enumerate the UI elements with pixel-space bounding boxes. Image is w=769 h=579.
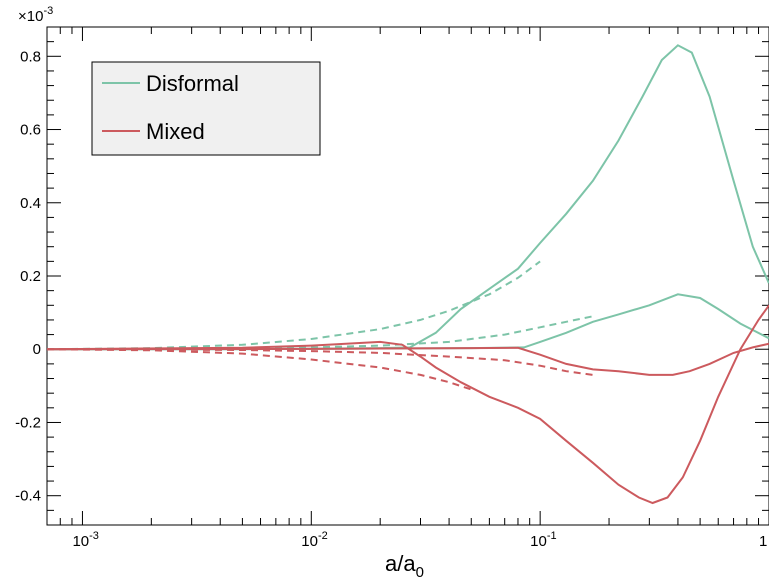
legend: Disformal Mixed bbox=[91, 61, 321, 156]
series-line-1-dashed bbox=[47, 260, 541, 351]
y-tick-label: 0.2 bbox=[20, 268, 41, 285]
x-axis-title: a/a0 bbox=[385, 551, 424, 579]
series-line-4 bbox=[47, 304, 769, 505]
legend-box bbox=[91, 61, 321, 156]
x-tick-label: 10-1 bbox=[530, 530, 556, 550]
y-tick-label: 0 bbox=[33, 341, 41, 358]
x-tick-label: 1 bbox=[759, 533, 767, 550]
x-tick-label: 10-2 bbox=[301, 530, 327, 550]
series-line-7-dashed bbox=[47, 348, 594, 376]
y-tick-label: 0.6 bbox=[20, 122, 41, 139]
legend-label-mixed: Mixed bbox=[146, 119, 205, 144]
y-tick-label: 0.4 bbox=[20, 195, 41, 212]
series-line-6 bbox=[47, 342, 769, 376]
axis-tick-labels: -0.4 -0.2 0 0.2 0.4 0.6 0.8 10-3 10-2 10-1 1 bbox=[15, 48, 767, 550]
y-tick-label: -0.4 bbox=[15, 488, 41, 505]
series-line-0 bbox=[47, 44, 769, 351]
y-tick-label: -0.2 bbox=[15, 414, 41, 431]
y-tick-label: 0.8 bbox=[20, 48, 41, 65]
x-tick-label: 10-3 bbox=[72, 530, 98, 550]
series-line-5-dashed bbox=[47, 348, 472, 391]
axis-ticks bbox=[46, 26, 769, 526]
data-series bbox=[47, 44, 769, 505]
legend-label-disformal: Disformal bbox=[146, 71, 239, 96]
y-multiplier-label: ×10-3 bbox=[18, 5, 53, 25]
